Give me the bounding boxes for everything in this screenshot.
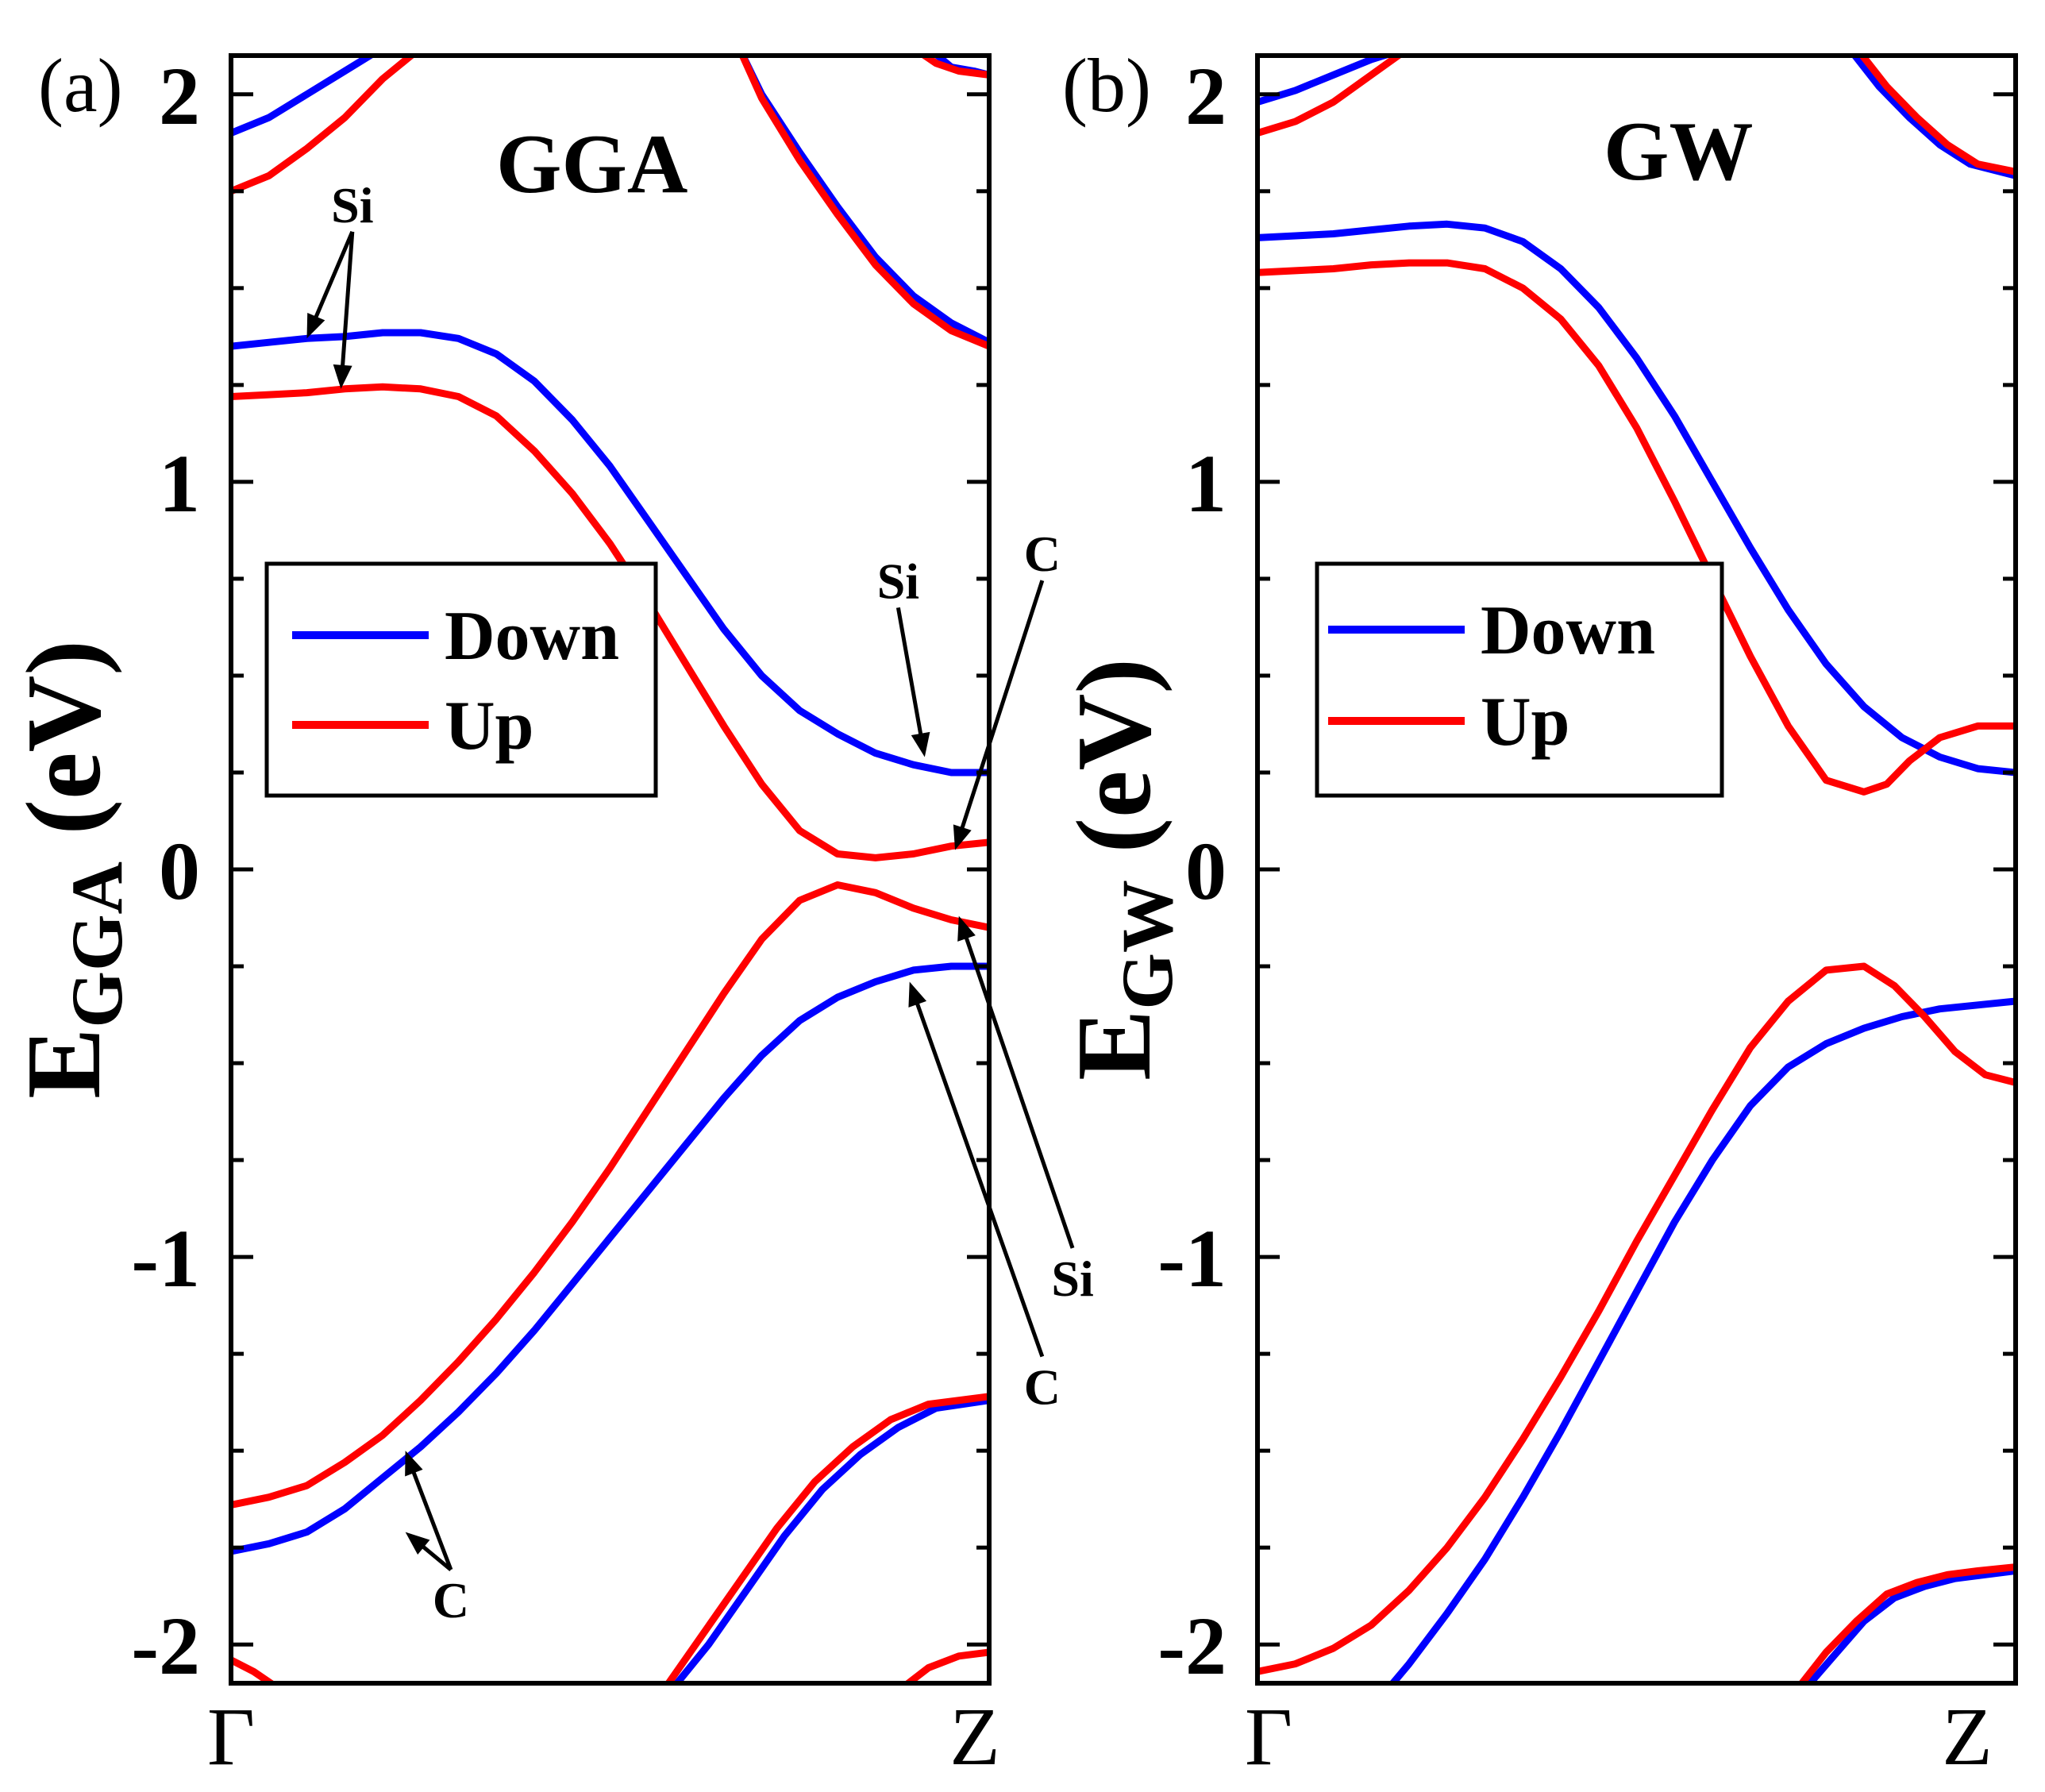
x-tick-label-z: Z: [1942, 1691, 1993, 1782]
y-tick-label: 2: [159, 51, 200, 142]
band-up-6: [1257, 259, 2016, 796]
legend-box: [264, 561, 658, 798]
band-up-7: [231, 383, 989, 861]
plot-frame: [229, 53, 992, 1686]
annotation-arrow-head: [957, 915, 976, 942]
annotation-arrow-line: [340, 231, 355, 375]
legend-label-up: Up: [445, 688, 534, 765]
y-tick-label: -1: [1157, 1213, 1227, 1304]
annotation-arrow-line: [310, 230, 355, 326]
annotation-arrow-line: [957, 580, 1045, 838]
y-axis-label-unit: (eV): [5, 640, 122, 861]
panel-a-gga: (a) GGA EGGA (eV) 2 1 0 -1 -2 Γ Z Down U…: [5, 43, 1094, 1782]
annotation-label: Si: [331, 177, 373, 233]
x-tick-label-gamma: Γ: [1245, 1691, 1292, 1782]
annotation-arrow-head: [405, 1451, 423, 1477]
band-up-13: [902, 1648, 989, 1683]
y-tick-label: -1: [131, 1213, 200, 1304]
y-axis-label-main: E: [5, 1028, 122, 1099]
legend-label-down: Down: [1481, 592, 1655, 669]
annotation-label: Si: [877, 553, 919, 609]
band-up-9: [738, 56, 989, 350]
band-down-2: [231, 962, 989, 1555]
band-down-3: [738, 56, 989, 346]
band-down-1: [1257, 220, 2016, 777]
plot-frame: [1255, 53, 2018, 1686]
method-label: GGA: [496, 118, 687, 210]
legend-label-down: Down: [445, 598, 619, 675]
annotations: Si Si C Si C C: [306, 177, 1094, 1628]
annotation-label: C: [1024, 526, 1061, 582]
panel-label: (b): [1062, 43, 1151, 128]
y-axis-label-subscript: GGA: [56, 861, 137, 1028]
band-down-0: [1257, 56, 1396, 106]
y-tick-label: 2: [1185, 51, 1227, 142]
y-tick-label: 0: [159, 826, 200, 917]
band-lines: [231, 56, 989, 1683]
band-up-6: [231, 56, 417, 195]
legend-box: [1315, 561, 1724, 798]
annotation-label: Si: [1051, 1251, 1093, 1307]
band-up-10: [918, 56, 989, 79]
y-axis-label-unit: (eV): [1055, 658, 1173, 880]
band-up-11: [664, 1393, 989, 1683]
annotation-label: C: [433, 1572, 469, 1628]
annotation-label: C: [1024, 1359, 1061, 1416]
band-down-2: [1388, 997, 2016, 1683]
axis-ticks: [1257, 92, 2016, 1647]
band-down-1: [231, 329, 989, 777]
legend: Down Up: [1315, 561, 1724, 798]
band-lines: [1257, 56, 2016, 1683]
band-up-8: [1858, 56, 2016, 175]
y-tick-label: 1: [1185, 438, 1227, 530]
legend: Down Up: [264, 561, 658, 798]
annotation-arrow-head: [953, 824, 972, 850]
annotation-arrow-head: [333, 364, 352, 389]
y-axis-label-main: E: [1055, 1010, 1173, 1081]
annotation-arrow-head: [911, 731, 930, 757]
y-axis-label: EGGA (eV): [5, 640, 137, 1099]
x-tick-label-z: Z: [949, 1691, 1000, 1782]
y-tick-label: 1: [159, 438, 200, 530]
annotation-arrow-line: [961, 928, 1075, 1249]
annotation-arrow-line: [895, 607, 925, 744]
y-axis-label: EGW (eV): [1055, 658, 1188, 1081]
annotation-arrow-line: [912, 994, 1045, 1358]
panel-label: (a): [38, 43, 123, 128]
x-tick-label-gamma: Γ: [207, 1691, 255, 1782]
band-up-7: [1257, 962, 2016, 1675]
annotation-arrow-line: [408, 1463, 453, 1570]
band-up-8: [231, 881, 989, 1509]
band-down-5: [672, 1397, 989, 1683]
method-label: GW: [1604, 105, 1753, 198]
band-down-0: [231, 56, 377, 137]
band-up-9: [1797, 1563, 2016, 1683]
panel-b-gw: (b) GW EGW (eV) 2 1 0 -1 -2 Γ Z Down Up: [1055, 43, 2018, 1782]
band-up-5: [1257, 56, 1405, 137]
y-tick-label: 0: [1185, 826, 1227, 917]
band-down-4: [1805, 1567, 2016, 1683]
legend-label-up: Up: [1481, 684, 1570, 761]
y-axis-label-subscript: GW: [1107, 880, 1188, 1010]
annotation-arrow-head: [306, 313, 325, 339]
y-tick-label: -2: [1157, 1601, 1227, 1692]
annotation-arrow-head: [405, 1532, 430, 1555]
y-tick-label: -2: [131, 1601, 200, 1692]
annotation-arrow-head: [908, 981, 927, 1008]
